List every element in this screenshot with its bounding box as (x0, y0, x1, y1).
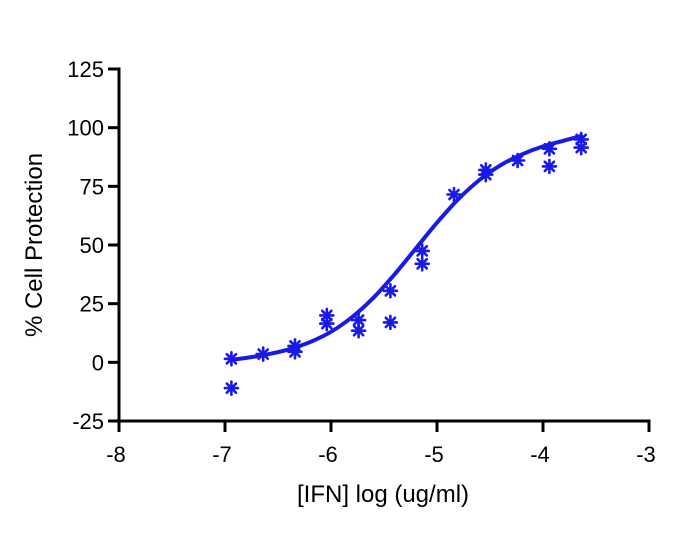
y-tick-label: 25 (80, 292, 104, 317)
y-tick-label: 100 (67, 116, 104, 141)
data-point (446, 186, 462, 203)
x-tick-label: -5 (424, 442, 444, 467)
data-point (414, 255, 431, 272)
y-axis-title: % Cell Protection (21, 153, 48, 337)
data-point (223, 380, 240, 396)
fit-curve-layer (229, 133, 584, 362)
data-point (255, 346, 272, 362)
data-point (541, 141, 558, 157)
data-point (350, 322, 367, 339)
x-tick-label: -6 (318, 442, 338, 467)
data-point (509, 152, 526, 169)
data-point (382, 314, 399, 331)
data-point (382, 282, 399, 299)
axes: -25 0 25 50 75 100 125 -8 -7 -6 -5 -4 -3 (67, 57, 656, 467)
data-point (573, 139, 590, 156)
x-axis-title: [IFN] log (ug/ml) (297, 481, 469, 508)
data-point (414, 243, 431, 259)
x-tick-label: -4 (530, 442, 550, 467)
data-points-layer (223, 131, 590, 396)
x-tick-label: -8 (106, 442, 126, 467)
data-point (223, 350, 240, 367)
x-tick-label: -7 (212, 442, 232, 467)
x-tick-label: -3 (636, 442, 656, 467)
y-tick-label: 75 (80, 174, 104, 199)
y-tick-label: 0 (92, 350, 104, 375)
data-point (477, 166, 494, 183)
data-point (541, 158, 558, 175)
data-point (573, 131, 590, 148)
y-tick-label: 125 (67, 57, 104, 82)
y-tick-label: -25 (72, 409, 104, 434)
y-tick-label: 50 (80, 233, 104, 258)
data-point (318, 315, 335, 332)
data-point (287, 343, 303, 360)
fit-curve (229, 133, 584, 362)
